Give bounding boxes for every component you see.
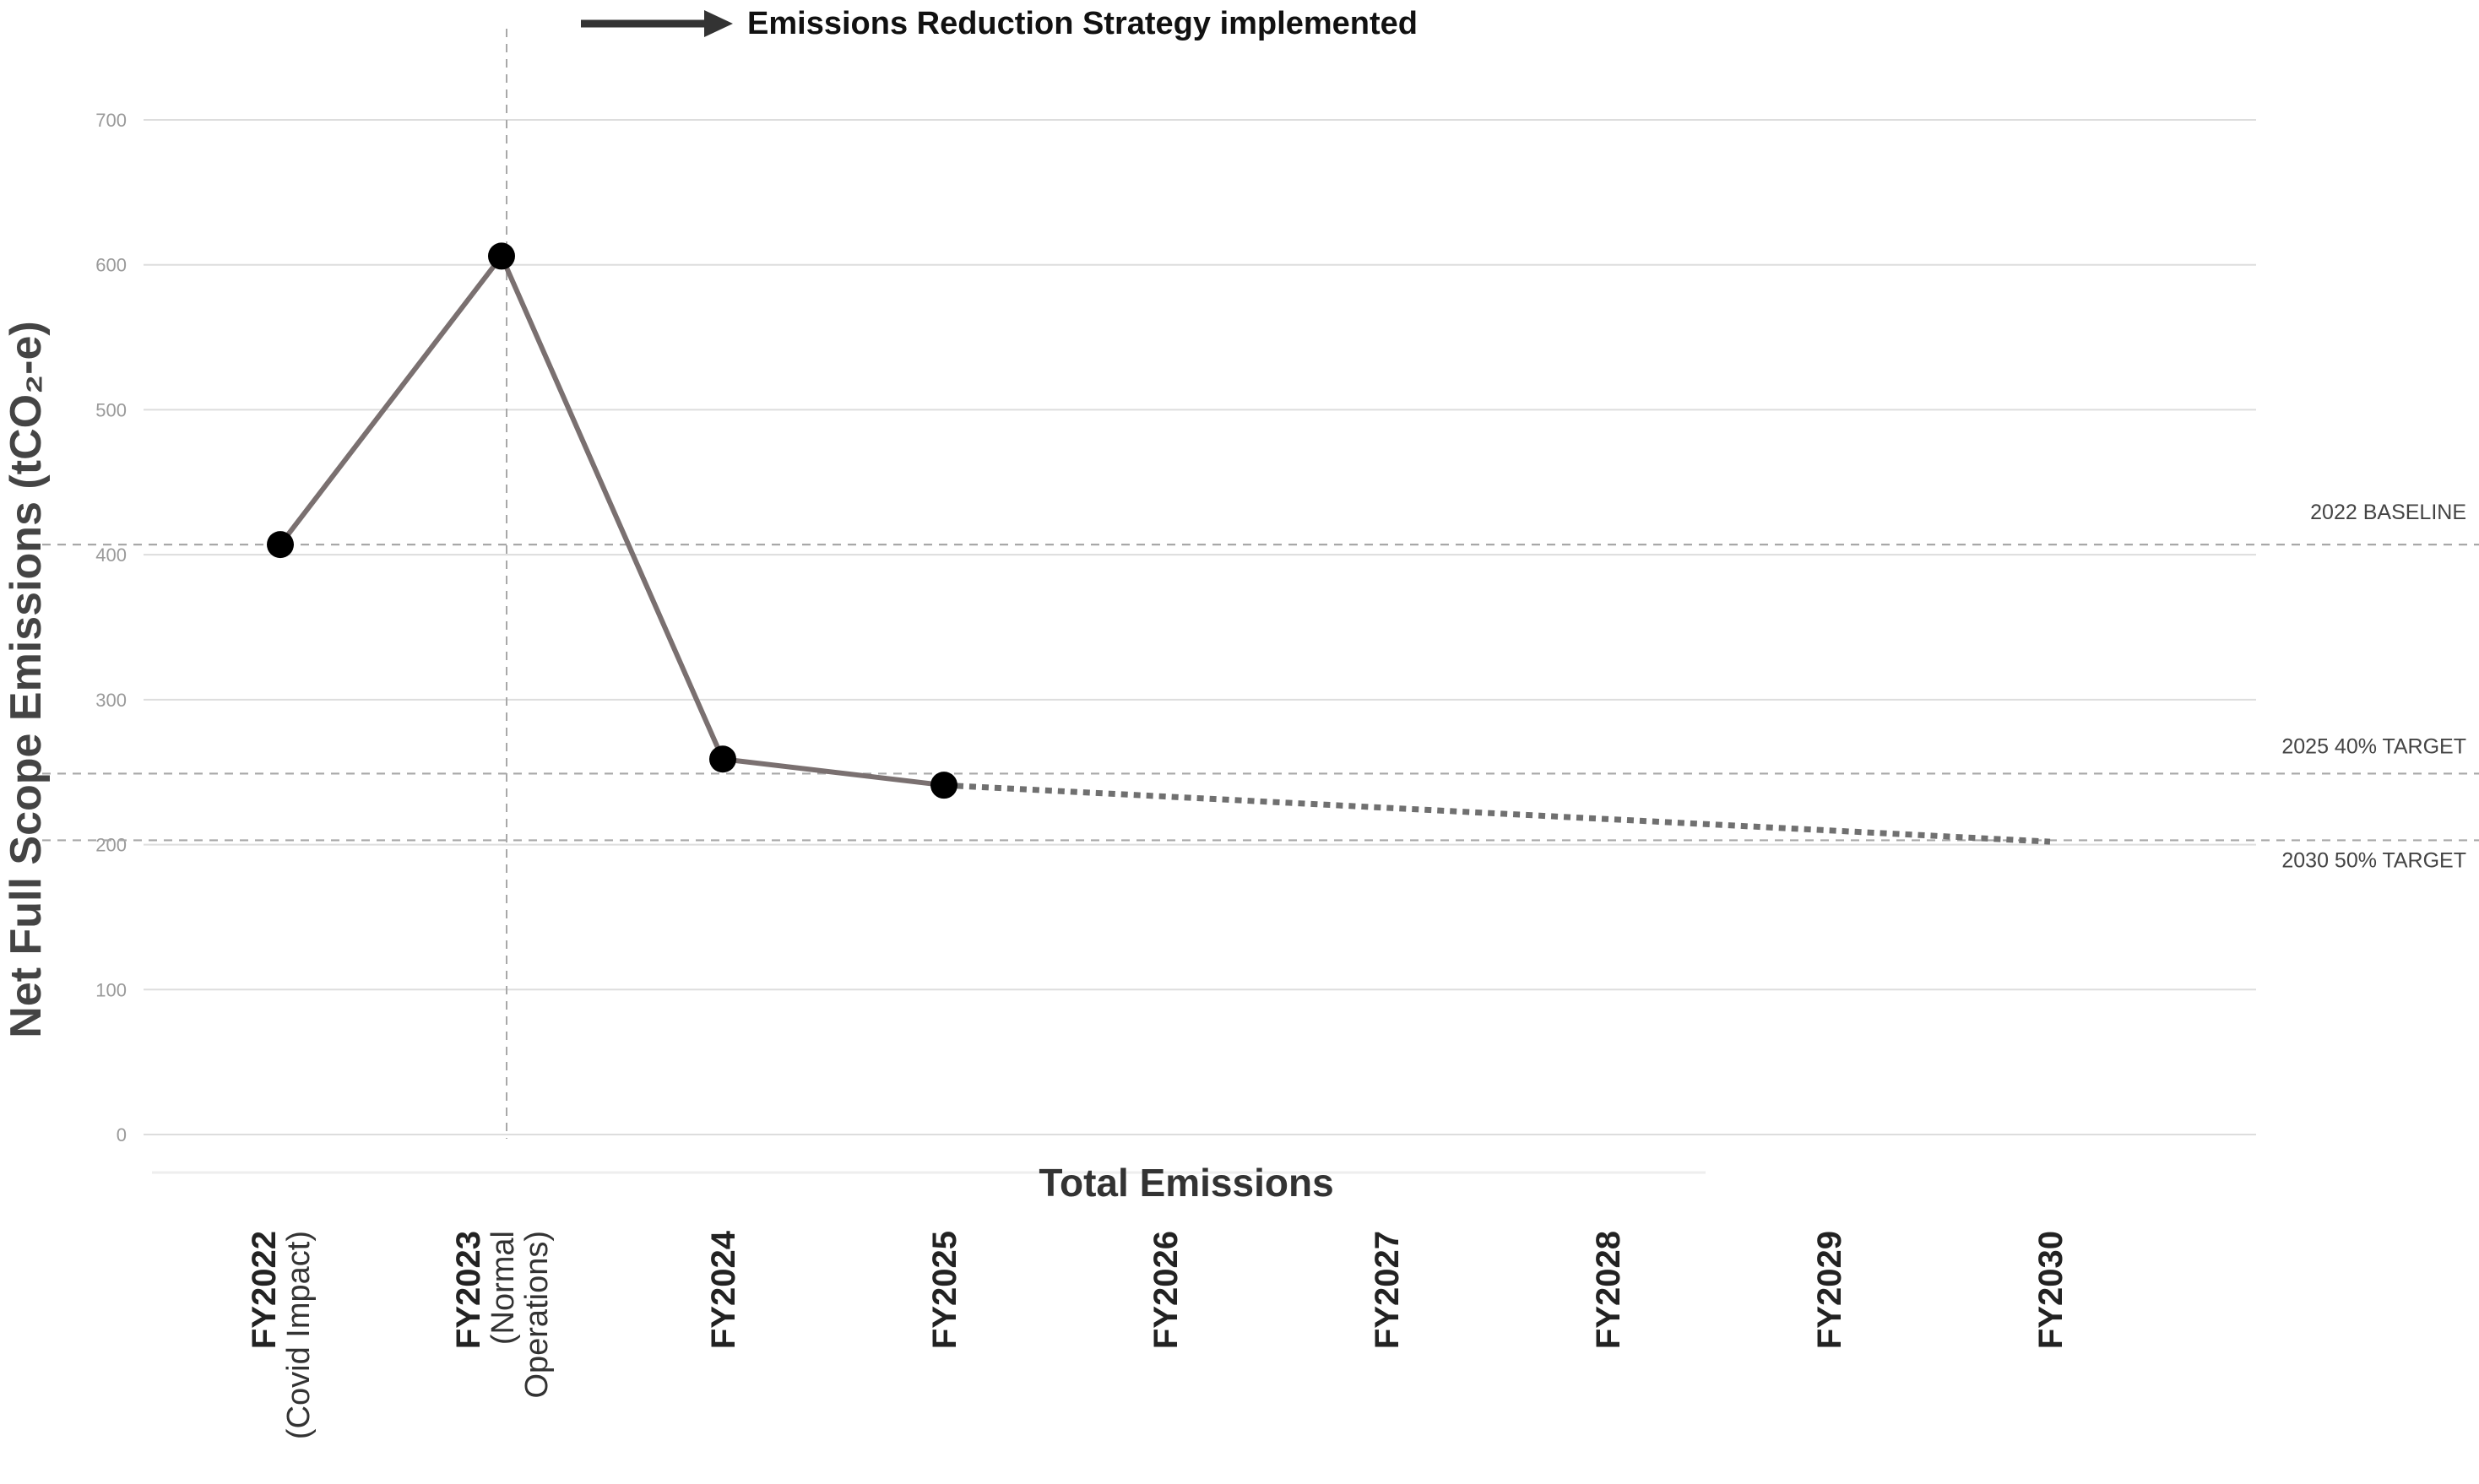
x-tick-sublabel: (Normal bbox=[485, 1231, 521, 1345]
y-tick-label: 400 bbox=[95, 544, 127, 566]
x-axis-label: Total Emissions bbox=[1039, 1161, 1333, 1205]
x-tick-sublabel: Operations) bbox=[519, 1231, 555, 1399]
gridlines bbox=[144, 119, 2256, 1174]
reference-lines: 2022 BASELINE 2025 40% TARGET 2030 50% TAR… bbox=[42, 501, 2479, 872]
reference-line-label: 2030 50% TARGET bbox=[2281, 848, 2466, 872]
data-points bbox=[267, 242, 957, 799]
strategy-annotation: Emissions Reduction Strategy implemented bbox=[581, 6, 1418, 41]
x-tick-label: FY2029 bbox=[1811, 1231, 1848, 1349]
x-axis-ticks: FY2022(Covid Impact) FY2023(NormalOperati… bbox=[246, 1230, 2069, 1439]
data-point bbox=[267, 531, 294, 559]
y-tick-label: 700 bbox=[95, 110, 127, 131]
x-tick-label: FY2023 bbox=[450, 1231, 487, 1349]
reference-line-label: 2025 40% TARGET bbox=[2281, 734, 2466, 758]
y-tick-label: 0 bbox=[117, 1124, 127, 1145]
x-tick-label: FY2024 bbox=[705, 1230, 742, 1349]
series bbox=[278, 253, 2051, 845]
y-tick-label: 300 bbox=[95, 690, 127, 711]
x-tick-label: FY2025 bbox=[926, 1231, 963, 1349]
data-point bbox=[709, 745, 736, 773]
x-tick-label: FY2026 bbox=[1147, 1231, 1185, 1349]
y-tick-label: 500 bbox=[95, 399, 127, 420]
projection-line bbox=[943, 782, 2051, 845]
data-point bbox=[930, 772, 957, 799]
x-tick-label: FY2030 bbox=[2032, 1231, 2069, 1349]
y-tick-label: 600 bbox=[95, 255, 127, 276]
reference-line-label: 2022 BASELINE bbox=[2310, 501, 2466, 524]
x-tick-label: FY2028 bbox=[1590, 1231, 1627, 1349]
x-tick-label: FY2027 bbox=[1369, 1231, 1406, 1349]
x-tick-sublabel: (Covid Impact) bbox=[281, 1231, 317, 1439]
y-axis-label: Net Full Scope Emissions (tCO₂-e) bbox=[2, 321, 51, 1037]
y-tick-label: 200 bbox=[95, 835, 127, 856]
emissions-line bbox=[278, 253, 945, 788]
data-point bbox=[488, 242, 515, 270]
y-tick-label: 100 bbox=[95, 979, 127, 1000]
y-axis-ticks: 0 100 200 300 400 500 600 700 bbox=[95, 110, 127, 1145]
annotation-text: Emissions Reduction Strategy implemented bbox=[747, 6, 1418, 41]
x-tick-label: FY2022 bbox=[246, 1231, 283, 1349]
arrow-head-icon bbox=[704, 10, 733, 37]
